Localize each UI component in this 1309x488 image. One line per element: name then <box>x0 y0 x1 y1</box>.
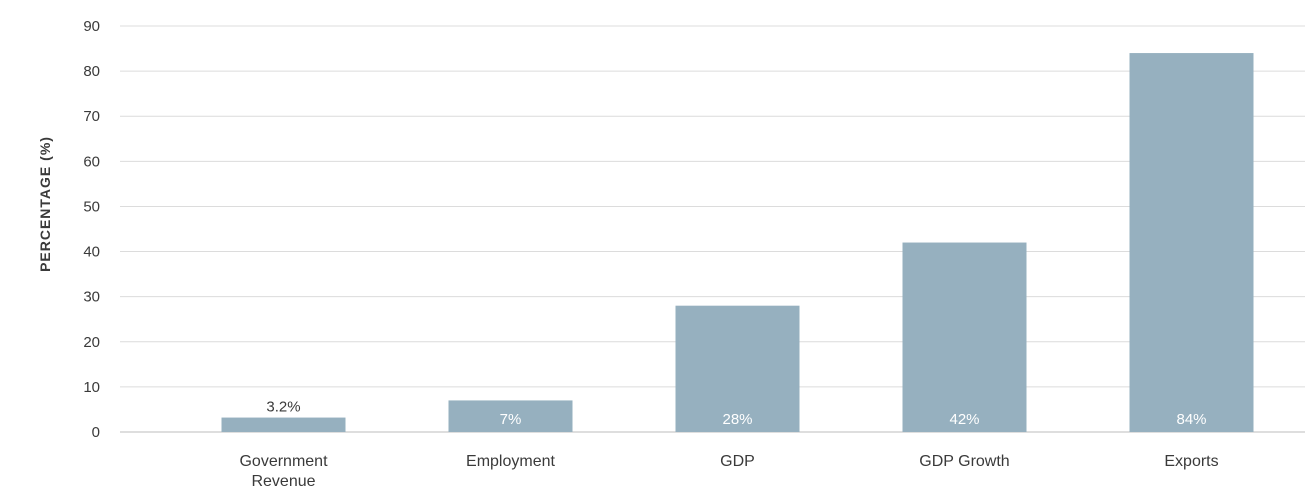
y-tick-label: 70 <box>83 108 100 125</box>
x-tick-label: GDP <box>720 453 755 470</box>
x-tick-label: Exports <box>1164 453 1218 470</box>
y-axis-label: PERCENTAGE (%) <box>37 136 53 272</box>
y-tick-label: 30 <box>83 289 100 306</box>
bars <box>221 53 1254 433</box>
data-label: 42% <box>949 411 979 428</box>
gridlines <box>120 25 1305 433</box>
y-tick-label: 50 <box>83 198 100 215</box>
x-tick-label: Employment <box>466 453 555 470</box>
data-label: 7% <box>500 411 522 428</box>
y-tick-label: 10 <box>83 379 100 396</box>
x-tick-label: GDP Growth <box>919 453 1009 470</box>
bar <box>1129 53 1254 433</box>
data-label: 3.2% <box>266 399 300 416</box>
y-tick-label: 20 <box>83 334 100 351</box>
x-tick-label: Government Revenue <box>239 453 328 488</box>
y-tick-label: 80 <box>83 63 100 80</box>
y-tick-label: 60 <box>83 153 100 170</box>
data-label: 28% <box>722 411 752 428</box>
y-axis-ticks: 0 10 20 30 40 50 60 70 80 90 <box>83 18 100 441</box>
x-axis-ticks: Government Revenue Employment GDP GDP Growth… <box>239 453 1218 488</box>
bar <box>221 417 346 432</box>
data-label: 84% <box>1176 411 1206 428</box>
bar <box>675 305 800 432</box>
y-tick-label: 0 <box>92 424 100 441</box>
y-tick-label: 40 <box>83 244 100 261</box>
y-tick-label: 90 <box>83 18 100 35</box>
bar <box>448 400 573 432</box>
bar <box>902 242 1027 432</box>
data-labels: 3.2% 7% 28% 42% 84% <box>266 399 1206 428</box>
